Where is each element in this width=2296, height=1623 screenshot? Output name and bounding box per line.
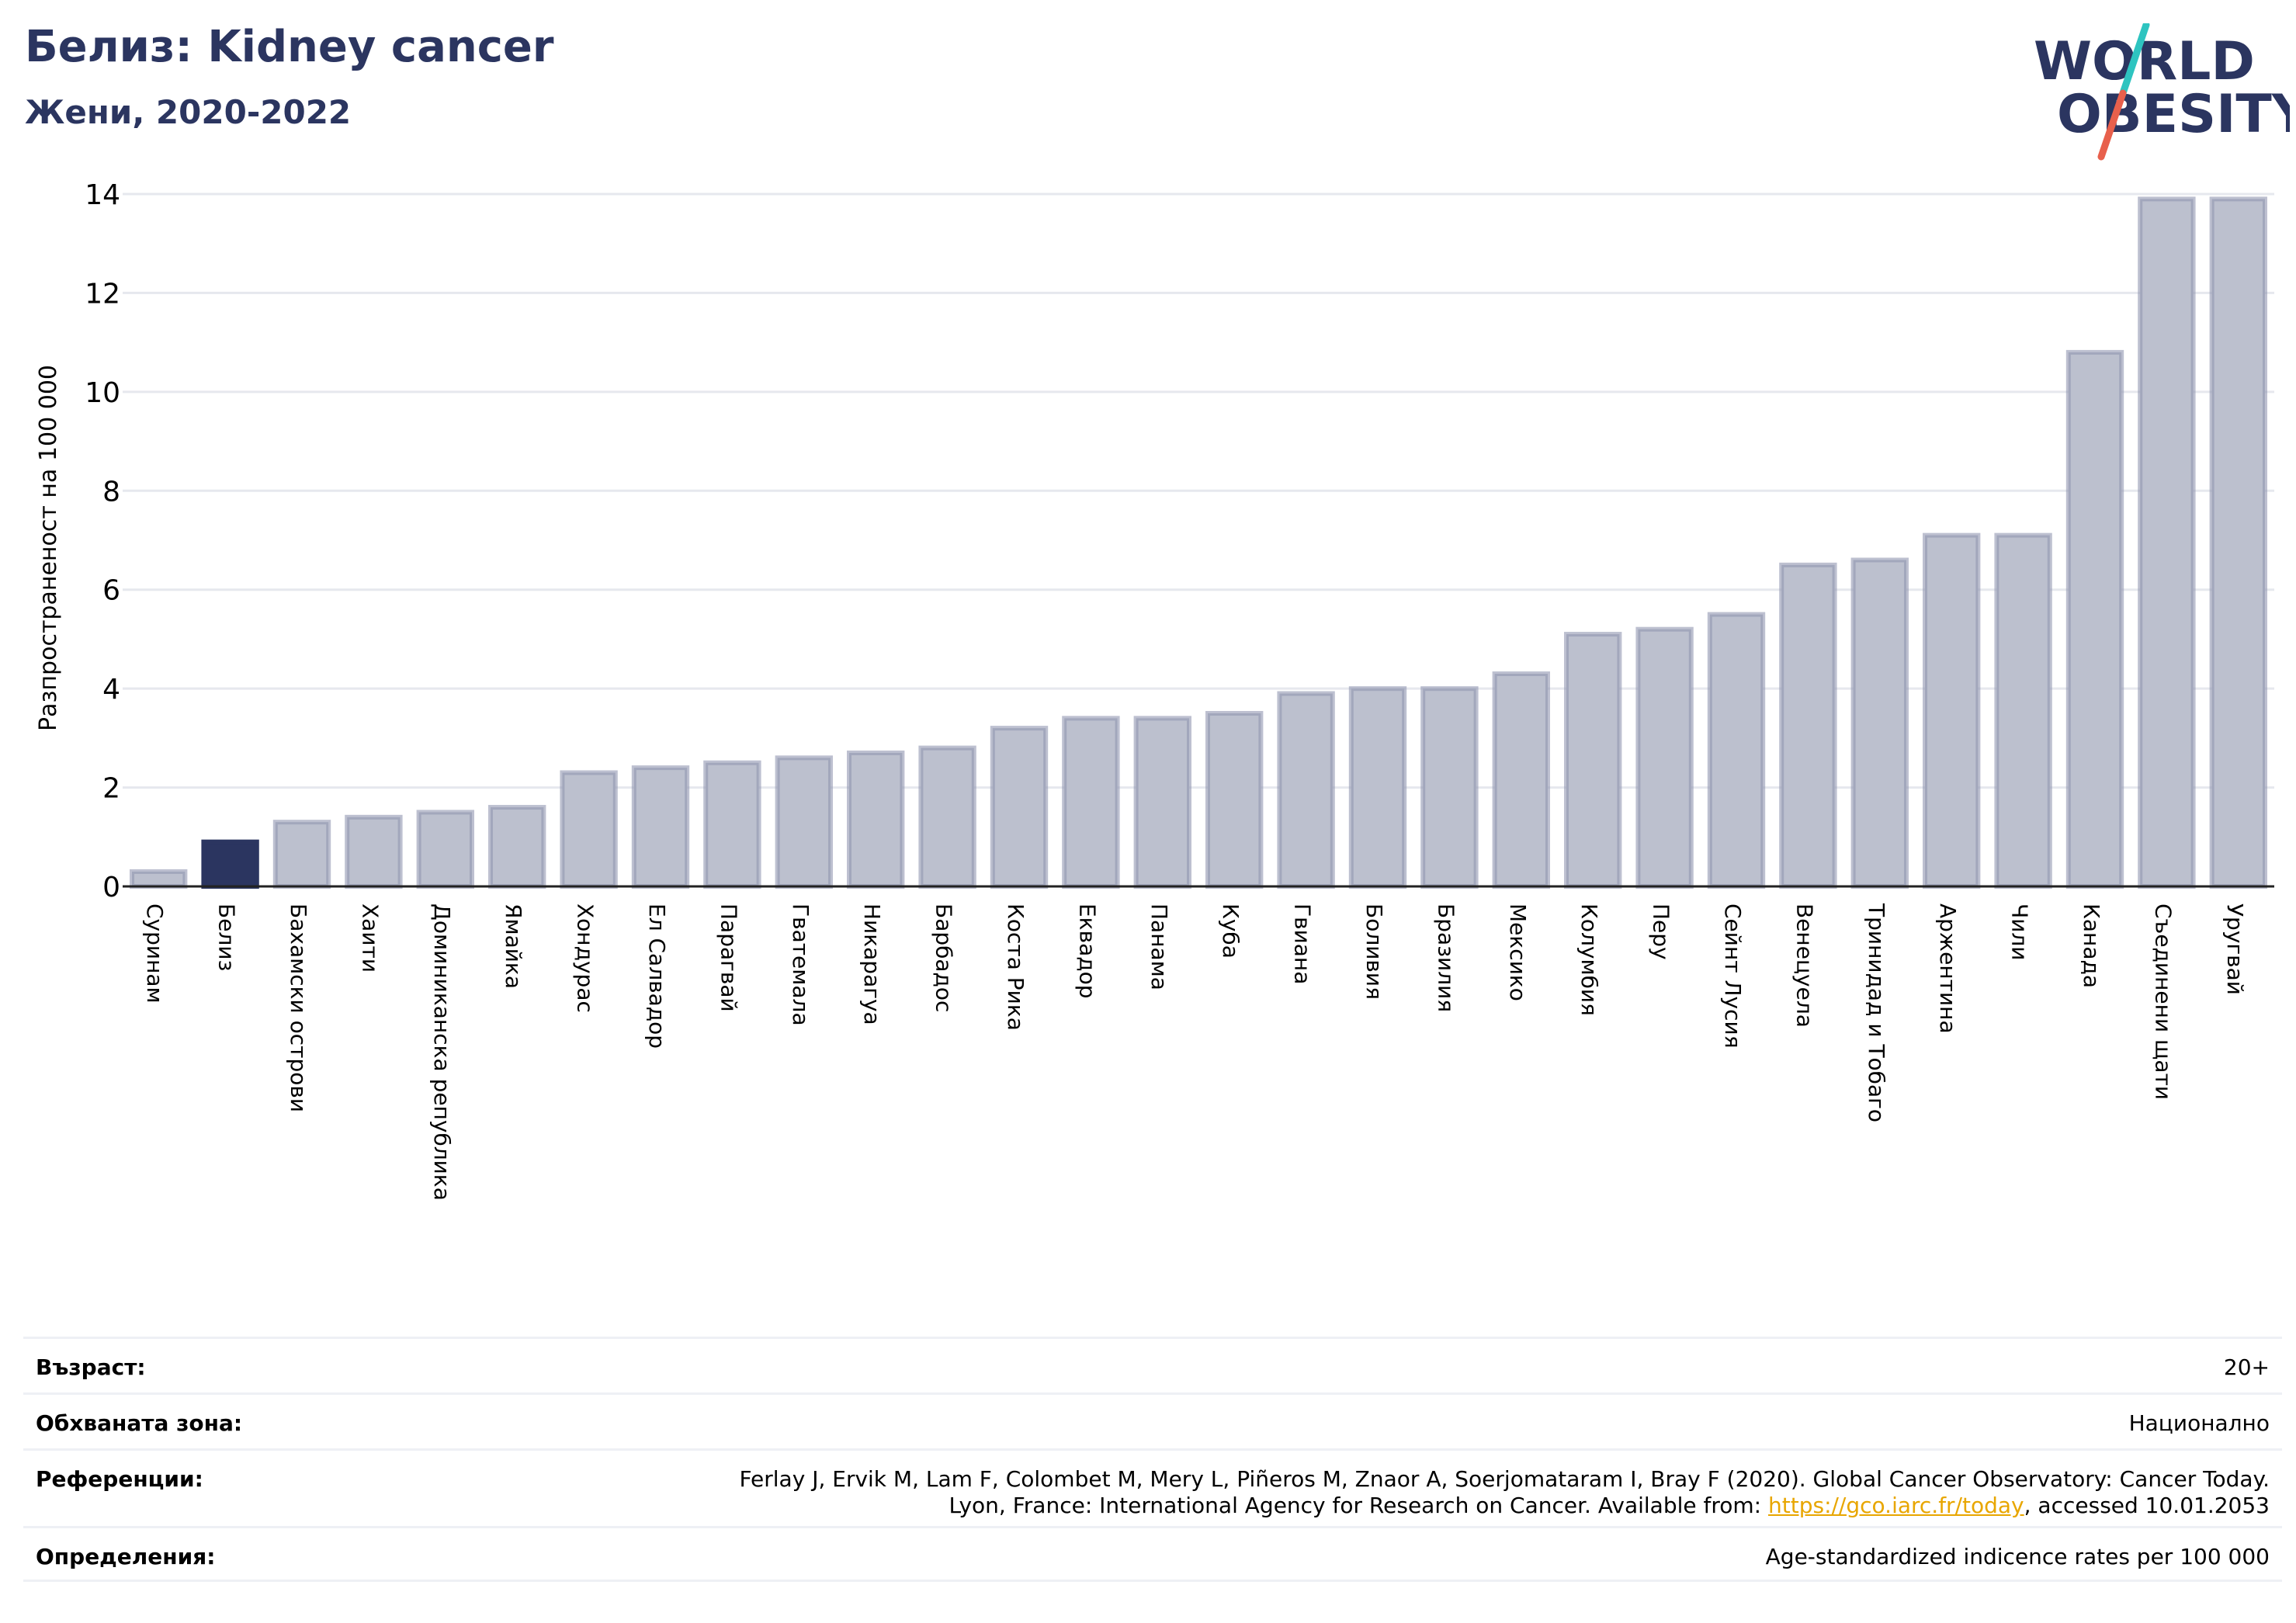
y-tick-label: 2 (102, 773, 120, 805)
bar-30 (2209, 196, 2267, 890)
area-value: Национално (2128, 1410, 2270, 1436)
bars (130, 196, 2267, 890)
definitions-value: Age-standardized indicence rates per 100… (1765, 1544, 2270, 1569)
x-tick-label: Сейнт Лусия (1720, 903, 1746, 1049)
x-tick-label: Колумбия (1576, 903, 1602, 1016)
bar-2 (201, 839, 259, 890)
bar-1 (130, 869, 188, 890)
x-tick-label: Хаити (357, 903, 383, 973)
bar-27 (1994, 532, 2052, 889)
x-tick-label: Суринам (142, 903, 168, 1004)
bar-7 (560, 770, 618, 890)
x-axis-labels: Суринам Белиз Бахамски острови Хаити Доминик… (142, 903, 2248, 1201)
bar-chart: 0 2 4 6 8 10 12 14 Суринам Белиз Бахамски острови… (35, 179, 2274, 1201)
references-value: Ferlay J, Ervik M, Lam F, Colombet M, Me… (739, 1466, 2270, 1519)
x-tick-label: Парагвай (716, 903, 741, 1012)
bar-22 (1635, 626, 1694, 890)
bar-4 (345, 814, 403, 889)
y-axis-label: Разпространеност на 100 000 (35, 365, 62, 731)
info-row-area: Обхваната зона: Национално (23, 1392, 2282, 1448)
info-row-definitions: Определения: Age-standardized indicence … (23, 1526, 2282, 1582)
y-tick-label: 14 (85, 179, 120, 211)
x-tick-label: Коста Рика (1003, 903, 1028, 1031)
x-tick-label: Боливия (1361, 903, 1387, 1000)
references-label: Референции: (36, 1466, 203, 1492)
world-obesity-logo: WORLD OBESITY (2034, 23, 2290, 161)
bar-17 (1277, 691, 1335, 889)
bar-28 (2065, 349, 2124, 889)
bar-24 (1779, 562, 1837, 889)
references-link[interactable]: https://gco.iarc.fr/today (1768, 1493, 2024, 1518)
x-tick-label: Белиз (214, 903, 240, 971)
bar-11 (847, 750, 905, 889)
logo-text-obesity: OBESITY (2057, 84, 2290, 145)
x-tick-label: Гватемала (788, 903, 813, 1026)
info-table: Възраст: 20+ Обхваната зона: Национално … (23, 1337, 2282, 1582)
x-tick-label: Бразилия (1433, 903, 1458, 1012)
x-tick-label: Мексико (1505, 903, 1531, 1001)
chart-title: Белиз: Kidney cancer (25, 22, 554, 72)
bar-26 (1923, 532, 1981, 889)
x-tick-label: Ямайка (501, 903, 526, 989)
x-tick-label: Доминиканска република (429, 903, 455, 1201)
area-label: Обхваната зона: (36, 1410, 243, 1436)
grid-lines (123, 192, 2274, 789)
x-tick-label: Гвиана (1290, 903, 1316, 984)
x-tick-label: Канада (2079, 903, 2104, 988)
bar-15 (1133, 716, 1191, 889)
bar-8 (631, 765, 690, 889)
y-tick-label: 10 (85, 377, 120, 409)
bar-19 (1420, 686, 1479, 890)
x-tick-label: Аржентина (1935, 903, 1961, 1034)
logo-slash-bottom (2097, 89, 2127, 161)
x-tick-label: Бахамски острови (286, 903, 311, 1112)
y-axis-ticks: 0 2 4 6 8 10 12 14 (85, 179, 120, 903)
bar-23 (1707, 612, 1766, 889)
logo-slash-top (2119, 23, 2150, 97)
x-tick-label: Ел Салвадор (644, 903, 670, 1049)
bar-18 (1348, 686, 1407, 890)
age-label: Възраст: (36, 1354, 146, 1380)
x-tick-label: Перу (1649, 903, 1674, 960)
x-tick-label: Еквадор (1074, 903, 1100, 999)
bar-14 (1062, 716, 1120, 889)
bar-25 (1850, 557, 1909, 889)
bar-12 (918, 745, 976, 889)
x-tick-label: Венецуела (1791, 903, 1817, 1028)
bar-9 (703, 760, 761, 890)
bar-20 (1492, 671, 1550, 889)
x-tick-label: Съединени щати (2150, 903, 2176, 1100)
bar-10 (775, 755, 833, 889)
x-tick-label: Хондурас (573, 903, 598, 1013)
bar-21 (1564, 632, 1622, 889)
references-line1: Ferlay J, Ervik M, Lam F, Colombet M, Me… (739, 1466, 2270, 1492)
age-value: 20+ (2223, 1354, 2270, 1380)
x-tick-label: Тринидад и Тобаго (1864, 903, 1889, 1122)
x-tick-label: Уругвай (2222, 903, 2248, 995)
x-tick-label: Барбадос (931, 903, 957, 1012)
bar-16 (1205, 711, 1264, 889)
info-row-references: Референции: Ferlay J, Ervik M, Lam F, Co… (23, 1448, 2282, 1526)
info-row-age: Възраст: 20+ (23, 1337, 2282, 1392)
bar-13 (990, 726, 1049, 889)
definitions-label: Определения: (36, 1544, 216, 1569)
references-line2-pre: Lyon, France: International Agency for R… (949, 1493, 1768, 1518)
chart-subtitle: Жени, 2020-2022 (25, 93, 352, 131)
bar-5 (416, 810, 474, 890)
y-tick-label: 0 (102, 872, 120, 903)
y-tick-label: 4 (102, 674, 120, 706)
x-tick-label: Никарагуа (859, 903, 885, 1025)
y-tick-label: 12 (85, 278, 120, 310)
references-line2-post: , accessed 10.01.2053 (2024, 1493, 2270, 1518)
y-tick-label: 6 (102, 575, 120, 607)
bar-6 (488, 805, 546, 889)
bar-29 (2138, 196, 2196, 890)
bar-3 (272, 820, 331, 890)
x-tick-label: Куба (1218, 903, 1243, 959)
x-tick-label: Чили (2007, 903, 2033, 961)
x-tick-label: Панама (1146, 903, 1172, 990)
y-tick-label: 8 (102, 476, 120, 508)
